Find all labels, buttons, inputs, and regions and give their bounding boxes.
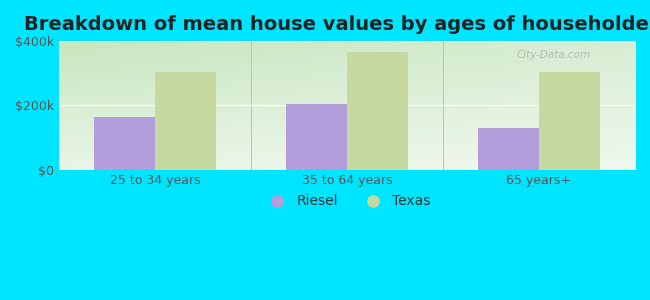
Bar — [155, 72, 216, 170]
Text: City-Data.com: City-Data.com — [517, 50, 591, 60]
Bar — [539, 72, 601, 170]
Bar — [285, 104, 347, 170]
Bar — [347, 52, 408, 169]
Legend: Riesel, Texas: Riesel, Texas — [258, 189, 436, 214]
Title: Breakdown of mean house values by ages of householders: Breakdown of mean house values by ages o… — [24, 15, 650, 34]
Bar — [478, 128, 539, 170]
Bar — [94, 117, 155, 170]
